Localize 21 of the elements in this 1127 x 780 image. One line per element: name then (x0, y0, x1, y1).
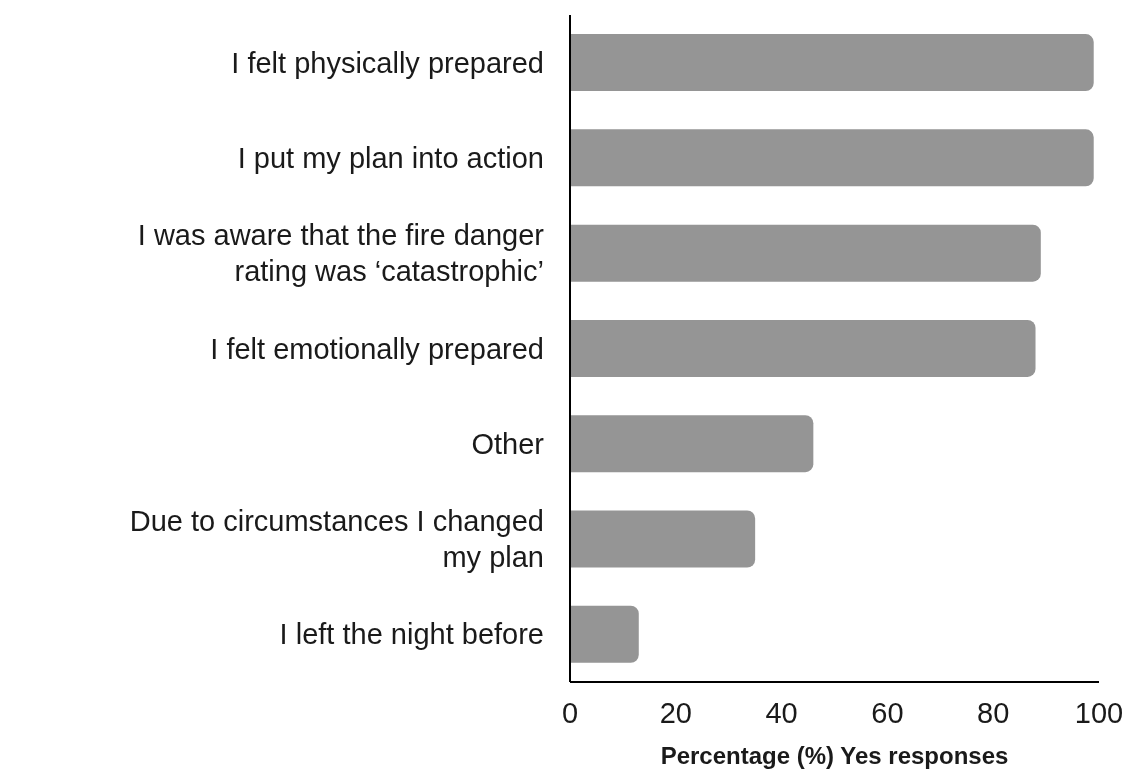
y-tick-label: I felt emotionally prepared (210, 332, 544, 365)
bar (570, 34, 1094, 92)
y-tick-label: I put my plan into action (237, 141, 544, 174)
x-axis-title: Percentage (%) Yes responses (660, 742, 1009, 769)
y-tick-label: Due to circumstances I changed my plan (129, 505, 544, 574)
x-tick-label: 40 (765, 696, 798, 729)
y-tick-label: I was aware that the fire danger rating was ‘catastrophic’ (137, 219, 545, 288)
y-tick-label: I felt physically prepared (231, 46, 544, 79)
bar (570, 415, 814, 473)
bar (570, 224, 1041, 282)
x-tick-label: 0 (561, 696, 579, 729)
y-tick-label: Other (471, 427, 545, 460)
bar (570, 510, 756, 568)
x-tick-label: 80 (977, 696, 1010, 729)
bar (570, 129, 1094, 187)
y-tick-label: I left the night before (279, 618, 544, 651)
bar (570, 605, 639, 663)
x-tick-label: 60 (871, 696, 904, 729)
x-tick-label: 20 (659, 696, 692, 729)
bar (570, 319, 1036, 377)
x-tick-label: 100 (1074, 696, 1124, 729)
